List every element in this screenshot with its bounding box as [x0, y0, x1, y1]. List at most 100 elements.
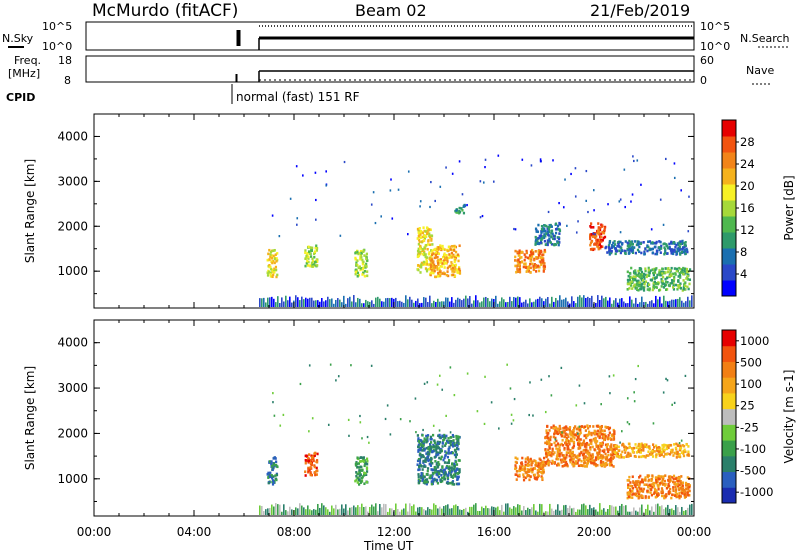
noise-mark [285, 510, 287, 515]
noise-mark [283, 301, 285, 307]
noise-mark [607, 300, 609, 307]
noise-mark [429, 508, 431, 515]
noise-mark [675, 505, 677, 515]
echo-patch [589, 222, 607, 252]
noise-mark [489, 508, 491, 515]
noise-mark [637, 303, 639, 307]
colorbar-tick-label: 20 [740, 179, 755, 193]
echo-patch [514, 248, 547, 274]
noise-mark [557, 300, 559, 307]
noise-mark [549, 503, 551, 515]
speck [359, 414, 361, 418]
noise-mark [473, 504, 475, 515]
noise-mark [613, 300, 615, 307]
noise-mark [663, 509, 665, 515]
noise-mark [495, 507, 497, 515]
speck [570, 172, 572, 176]
noise-mark [281, 511, 283, 515]
noise-mark [679, 511, 681, 515]
noise-mark [431, 509, 433, 515]
speck [594, 233, 596, 236]
speck [315, 218, 317, 221]
noise-mark [527, 303, 529, 307]
noise-mark [505, 302, 507, 307]
noise-mark [577, 509, 579, 515]
noise-mark [597, 511, 599, 515]
noise-mark [277, 296, 279, 307]
noise-mark [429, 295, 431, 307]
noise-mark [485, 505, 487, 515]
colorbar-tick-label: 4 [740, 267, 747, 281]
speck [273, 414, 276, 417]
noise-mark [505, 503, 507, 515]
noise-mark [407, 299, 409, 307]
noise-mark [361, 303, 363, 307]
speck [626, 421, 629, 424]
echo-patch [544, 424, 616, 468]
speck [350, 364, 352, 367]
noise-mark [651, 506, 653, 515]
noise-mark [401, 301, 403, 307]
noise-mark [343, 508, 345, 515]
noise-mark [389, 298, 391, 307]
noise-mark [469, 506, 471, 515]
noise-mark [325, 300, 327, 307]
nsky-label: N.Sky [2, 32, 34, 45]
noise-mark [357, 505, 359, 515]
speck [608, 375, 611, 378]
noise-mark [515, 507, 517, 515]
noise-mark [453, 505, 455, 515]
noise-mark [677, 298, 679, 307]
colorbar-tick-label: 12 [740, 223, 755, 237]
noise-mark [433, 300, 435, 307]
speck [529, 381, 531, 384]
noise-mark [627, 511, 629, 515]
noise-mark [647, 303, 649, 307]
noise-mark [641, 504, 643, 515]
noise-mark [517, 504, 519, 515]
speck [640, 183, 642, 186]
speck [583, 402, 586, 405]
echo-patch [266, 248, 279, 279]
nsearch-tick-bottom: 10^0 [700, 40, 730, 53]
noise-mark [465, 507, 467, 515]
noise-mark [649, 301, 651, 307]
noise-mark [263, 297, 265, 307]
noise-mark [579, 509, 581, 515]
noise-mark [317, 503, 319, 515]
noise-mark [387, 511, 389, 515]
speck [325, 184, 328, 187]
noise-mark [427, 507, 429, 515]
speck [624, 205, 627, 209]
speck [684, 374, 687, 378]
speck [441, 388, 444, 391]
noise-mark [585, 505, 587, 515]
noise-mark [679, 297, 681, 307]
noise-mark [503, 299, 505, 307]
speck [577, 432, 579, 435]
noise-mark [391, 508, 393, 515]
time-axis: 00:00 04:00 08:00 12:00 16:00 20:00 00:00 [77, 525, 712, 539]
speck [634, 377, 637, 381]
speck [386, 404, 389, 407]
noise-mark [589, 297, 591, 307]
noise-mark [377, 296, 379, 307]
colorbar-segment [722, 280, 736, 297]
noise-mark [629, 296, 631, 307]
noise-mark [501, 504, 503, 515]
noise-mark [559, 510, 561, 515]
cpid-value: normal (fast) 151 RF [236, 90, 360, 104]
noise-mark [443, 301, 445, 307]
x-tick-label: 16:00 [477, 525, 512, 539]
speck [439, 185, 442, 188]
speck [370, 364, 373, 367]
y-tick-label: 1000 [57, 472, 88, 486]
noise-mark [509, 507, 511, 515]
cpid-label: CPID [6, 91, 35, 104]
noise-mark [347, 298, 349, 307]
speck [337, 375, 340, 378]
noise-mark [295, 295, 297, 307]
speck [666, 379, 669, 382]
noise-mark [353, 295, 355, 307]
noise-mark [365, 299, 367, 307]
